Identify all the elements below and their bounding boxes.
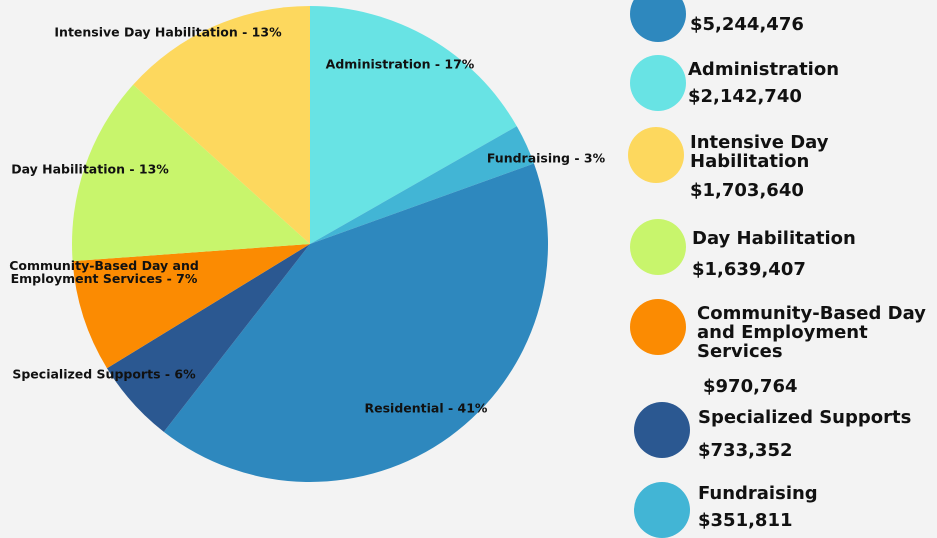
pie-slice xyxy=(72,244,311,369)
legend-swatch xyxy=(634,402,690,458)
slice-label: Day Habilitation - 13% xyxy=(11,161,169,177)
legend-name: Specialized Supports xyxy=(698,407,912,428)
slice-label: Specialized Supports - 6% xyxy=(12,366,196,382)
legend-amount: $1,703,640 xyxy=(690,180,804,201)
legend-swatch xyxy=(634,482,690,538)
legend-swatch xyxy=(630,55,686,111)
pie-slice xyxy=(133,6,310,244)
legend-amount: $970,764 xyxy=(703,376,798,397)
slice-label: Residential - 41% xyxy=(364,400,488,416)
legend-amount: $2,142,740 xyxy=(688,86,802,107)
slice-label: Community-Based Day and Employment Servi… xyxy=(9,258,199,286)
pie-slice xyxy=(106,244,310,432)
legend-swatch xyxy=(630,299,686,355)
slice-label: Administration - 17% xyxy=(325,56,475,72)
slice-label: Intensive Day Habilitation - 13% xyxy=(54,24,282,40)
slice-label: Fundraising - 3% xyxy=(486,150,606,166)
legend-name: Fundraising xyxy=(698,483,818,504)
pie-slice xyxy=(163,163,549,483)
pie-slice xyxy=(310,6,517,244)
legend-amount: $351,811 xyxy=(698,510,793,531)
legend-name: Day Habilitation xyxy=(692,228,856,249)
legend-name: Community-Based Day and Employment Servi… xyxy=(697,303,926,362)
legend-amount: $5,244,476 xyxy=(690,14,804,35)
legend-amount: $1,639,407 xyxy=(692,259,806,280)
legend-swatch xyxy=(630,219,686,275)
pie-slice xyxy=(310,126,534,244)
legend-name: Administration xyxy=(688,59,840,80)
legend-amount: $733,352 xyxy=(698,440,793,461)
legend-name: Intensive Day Habilitation xyxy=(690,132,829,172)
pie-slice xyxy=(72,84,310,262)
legend-swatch xyxy=(628,127,684,183)
